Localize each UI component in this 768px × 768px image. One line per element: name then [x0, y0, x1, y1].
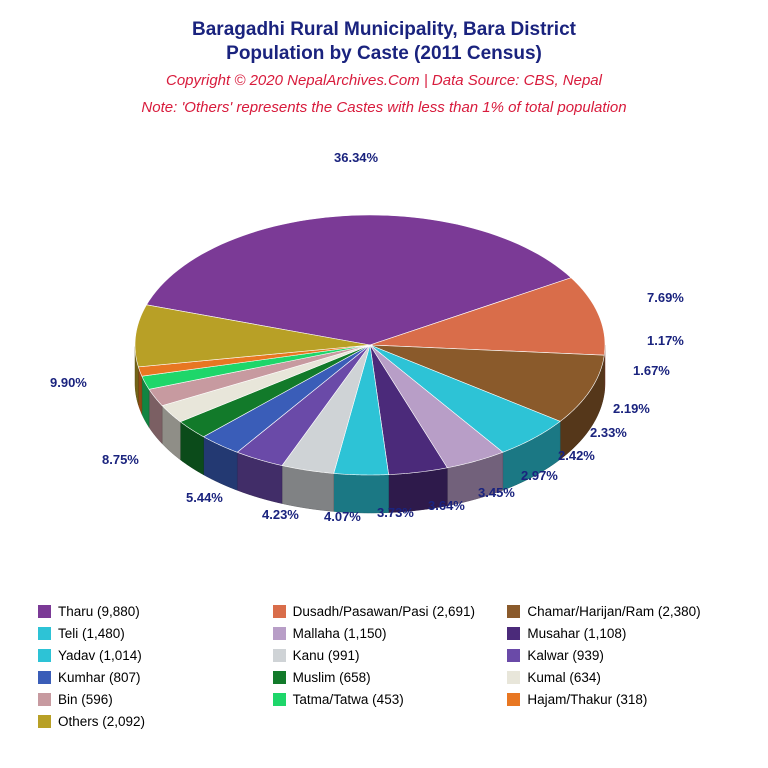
legend-swatch: [38, 693, 51, 706]
legend-item: Hajam/Thakur (318): [507, 692, 730, 707]
slice-percent-label: 4.23%: [262, 507, 299, 522]
legend-label: Kanu (991): [293, 648, 360, 663]
legend-swatch: [273, 605, 286, 618]
legend-label: Musahar (1,108): [527, 626, 626, 641]
legend-label: Muslim (658): [293, 670, 371, 685]
slice-percent-label: 2.33%: [590, 425, 627, 440]
legend-label: Tharu (9,880): [58, 604, 140, 619]
slice-percent-label: 9.90%: [50, 375, 87, 390]
slice-percent-label: 5.44%: [186, 490, 223, 505]
legend-swatch: [38, 605, 51, 618]
legend-swatch: [507, 671, 520, 684]
legend-item: Mallaha (1,150): [273, 626, 496, 641]
legend-item: Muslim (658): [273, 670, 496, 685]
slice-percent-label: 1.67%: [633, 363, 670, 378]
slice-percent-label: 2.19%: [613, 401, 650, 416]
legend-swatch: [273, 693, 286, 706]
legend-swatch: [507, 627, 520, 640]
slice-percent-label: 7.69%: [647, 290, 684, 305]
chart-title-line1: Baragadhi Rural Municipality, Bara Distr…: [0, 18, 768, 42]
legend-item: Kumal (634): [507, 670, 730, 685]
legend-label: Mallaha (1,150): [293, 626, 387, 641]
legend-label: Kalwar (939): [527, 648, 604, 663]
legend-item: Teli (1,480): [38, 626, 261, 641]
legend-item: Bin (596): [38, 692, 261, 707]
legend-label: Others (2,092): [58, 714, 145, 729]
legend-label: Yadav (1,014): [58, 648, 142, 663]
legend-item: Others (2,092): [38, 714, 261, 729]
pie-chart-svg: [0, 155, 768, 555]
chart-note: Note: 'Others' represents the Castes wit…: [0, 99, 768, 116]
legend-swatch: [273, 627, 286, 640]
legend-label: Teli (1,480): [58, 626, 125, 641]
legend-label: Dusadh/Pasawan/Pasi (2,691): [293, 604, 475, 619]
legend-swatch: [38, 627, 51, 640]
legend-label: Tatma/Tatwa (453): [293, 692, 404, 707]
chart-copyright: Copyright © 2020 NepalArchives.Com | Dat…: [0, 72, 768, 89]
legend-swatch: [38, 671, 51, 684]
legend-swatch: [38, 649, 51, 662]
legend-swatch: [507, 693, 520, 706]
legend-swatch: [507, 649, 520, 662]
slice-percent-label: 8.75%: [102, 452, 139, 467]
slice-percent-label: 36.34%: [334, 150, 378, 165]
slice-percent-label: 3.73%: [377, 505, 414, 520]
pie-chart: 36.34%9.90%8.75%5.44%4.23%4.07%3.73%3.64…: [0, 155, 768, 555]
legend-item: Kalwar (939): [507, 648, 730, 663]
legend-label: Bin (596): [58, 692, 113, 707]
legend-item: Tharu (9,880): [38, 604, 261, 619]
legend-swatch: [38, 715, 51, 728]
chart-title-line2: Population by Caste (2011 Census): [0, 42, 768, 66]
chart-legend: Tharu (9,880) Dusadh/Pasawan/Pasi (2,691)…: [38, 604, 730, 729]
legend-swatch: [273, 649, 286, 662]
legend-label: Kumal (634): [527, 670, 601, 685]
legend-item: Kumhar (807): [38, 670, 261, 685]
legend-label: Chamar/Harijan/Ram (2,380): [527, 604, 700, 619]
legend-swatch: [507, 605, 520, 618]
chart-header: Baragadhi Rural Municipality, Bara Distr…: [0, 0, 768, 116]
slice-percent-label: 2.97%: [521, 468, 558, 483]
legend-item: Yadav (1,014): [38, 648, 261, 663]
legend-label: Hajam/Thakur (318): [527, 692, 647, 707]
legend-item: Chamar/Harijan/Ram (2,380): [507, 604, 730, 619]
slice-percent-label: 4.07%: [324, 509, 361, 524]
legend-item: Kanu (991): [273, 648, 496, 663]
legend-item: Dusadh/Pasawan/Pasi (2,691): [273, 604, 496, 619]
slice-percent-label: 3.45%: [478, 485, 515, 500]
legend-item: Tatma/Tatwa (453): [273, 692, 496, 707]
legend-label: Kumhar (807): [58, 670, 141, 685]
slice-percent-label: 2.42%: [558, 448, 595, 463]
legend-item: Musahar (1,108): [507, 626, 730, 641]
legend-swatch: [273, 671, 286, 684]
slice-percent-label: 3.64%: [428, 498, 465, 513]
slice-percent-label: 1.17%: [647, 333, 684, 348]
